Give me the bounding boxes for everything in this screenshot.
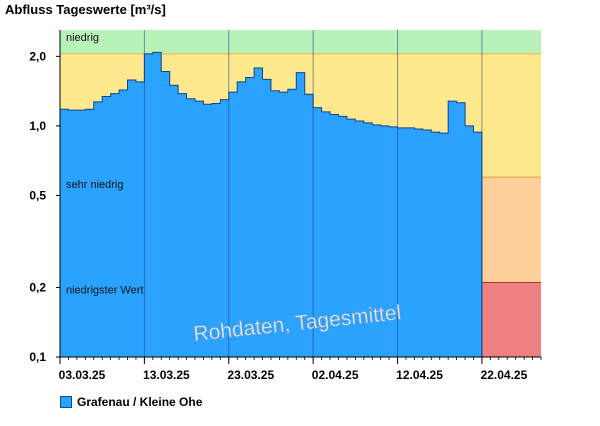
legend-swatch xyxy=(60,396,72,408)
threshold-labels: niedrig sehr niedrig niedrigster Wert xyxy=(66,32,143,297)
y-tick-label-2,0: 2,0 xyxy=(29,49,46,63)
x-tick-label-22.04.25: 22.04.25 xyxy=(481,368,528,382)
series-line xyxy=(60,51,483,357)
series-area xyxy=(60,52,482,358)
legend: Grafenau / Kleine Ohe xyxy=(60,395,202,409)
x-tick-label-03.03.25: 03.03.25 xyxy=(59,368,106,382)
y-tick-label-1,0: 1,0 xyxy=(29,119,46,133)
discharge-area xyxy=(60,51,483,358)
y-tick-label-0,2: 0,2 xyxy=(29,280,46,294)
band-label-3: sehr niedrig xyxy=(66,179,123,191)
x-tick-label-23.03.25: 23.03.25 xyxy=(227,368,274,382)
x-tick-label-13.03.25: 13.03.25 xyxy=(143,368,190,382)
band-label-1: niedrig xyxy=(66,32,99,44)
y-tick-label-0,1: 0,1 xyxy=(29,350,46,364)
legend-label: Grafenau / Kleine Ohe xyxy=(77,395,203,409)
axes: 0,1 0,2 0,5 1,0 2,0 03.03.25 13.03.25 23.03.25 0… xyxy=(29,30,542,382)
band-label-4: niedrigster Wert xyxy=(66,285,143,297)
band-1 xyxy=(60,30,541,54)
x-tick-label-12.04.25: 12.04.25 xyxy=(396,368,443,382)
y-tick-label-0,5: 0,5 xyxy=(29,188,46,202)
vertical-gridlines xyxy=(143,30,483,357)
chart-title: Abfluss Tageswerte [m³/s] xyxy=(5,2,166,17)
x-tick-label-02.04.25: 02.04.25 xyxy=(312,368,359,382)
